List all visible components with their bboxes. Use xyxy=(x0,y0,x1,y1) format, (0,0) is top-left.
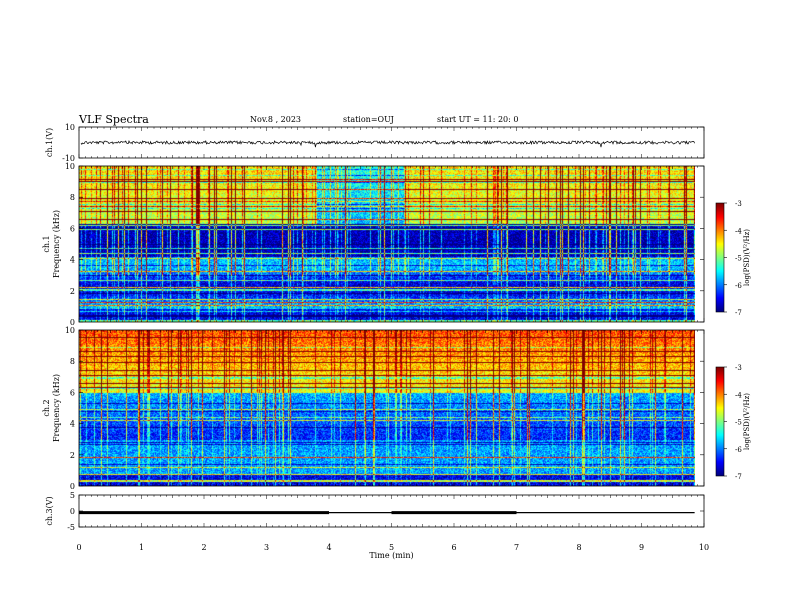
ch1-ylabel: ch.1(V) xyxy=(45,128,54,157)
y-tick-label: 2 xyxy=(70,451,75,460)
colorbar-label: log(PSD)(V²/Hz) xyxy=(743,393,751,450)
colorbar-tick-label: -3 xyxy=(735,364,742,372)
y-tick-label: 0 xyxy=(70,507,75,516)
colorbar-tick-label: -5 xyxy=(735,419,742,427)
y-tick-label: 0 xyxy=(70,318,75,327)
x-axis-label: Time (min) xyxy=(369,551,413,560)
y-tick-label: 0 xyxy=(70,482,75,491)
x-tick-label: 5 xyxy=(389,543,394,552)
figure-title: VLF Spectra xyxy=(79,113,149,126)
colorbar-label: log(PSD)(V²/Hz) xyxy=(743,229,751,286)
x-tick-label: 2 xyxy=(201,543,206,552)
ch3-ylabel: ch.3(V) xyxy=(45,496,54,525)
x-tick-label: 1 xyxy=(139,543,144,552)
x-tick-label: 7 xyxy=(514,543,519,552)
x-tick-label: 4 xyxy=(326,543,331,552)
y-tick-label: 10 xyxy=(65,162,75,171)
y-tick-label: -10 xyxy=(62,154,75,163)
y-tick-label: 6 xyxy=(70,224,75,233)
x-tick-label: 9 xyxy=(639,543,644,552)
colorbar-tick-label: -6 xyxy=(735,446,742,454)
y-tick-label: 10 xyxy=(65,123,75,132)
ch1-spectrogram-ylabel-frequency: Frequency (kHz) xyxy=(52,210,61,278)
y-tick-label: -5 xyxy=(67,523,75,532)
x-tick-label: 0 xyxy=(76,543,81,552)
colorbar-tick-label: -4 xyxy=(735,391,742,399)
observation-date: Nov.8 , 2023 xyxy=(250,115,302,124)
y-tick-label: 10 xyxy=(65,326,75,335)
colorbar-tick-label: -3 xyxy=(735,200,742,208)
ch2-spectrogram-ylabel-frequency: Frequency (kHz) xyxy=(52,374,61,442)
y-tick-label: 6 xyxy=(70,388,75,397)
x-tick-label: 10 xyxy=(699,543,709,552)
colorbar-tick-label: -5 xyxy=(735,255,742,263)
colorbar-1 xyxy=(716,203,724,312)
y-tick-label: 5 xyxy=(70,491,75,500)
station-label: station=OUJ xyxy=(343,115,394,124)
x-tick-label: 6 xyxy=(451,543,456,552)
y-tick-label: 8 xyxy=(70,357,75,366)
ch2-spectrogram-ylabel-channel: ch.2 xyxy=(42,399,51,416)
ch1-spectrogram-image xyxy=(79,166,695,322)
x-tick-label: 3 xyxy=(264,543,269,552)
ch1-spectrogram-ylabel-channel: ch.1 xyxy=(42,235,51,252)
y-tick-label: 8 xyxy=(70,193,75,202)
y-tick-label: 2 xyxy=(70,287,75,296)
colorbar-tick-label: -7 xyxy=(735,473,742,481)
ch3-signal-frame xyxy=(78,494,705,528)
colorbar-tick-label: -4 xyxy=(735,227,742,235)
ch1-waveform-trace xyxy=(80,139,695,148)
colorbar-tick-label: -6 xyxy=(735,282,742,290)
start-time-label: start UT = 11: 20: 0 xyxy=(437,115,519,124)
x-tick-label: 8 xyxy=(576,543,581,552)
y-tick-label: 4 xyxy=(70,256,75,265)
colorbar-tick-label: -7 xyxy=(735,309,742,317)
colorbar-2 xyxy=(716,367,724,476)
y-tick-label: 4 xyxy=(70,420,75,429)
ch2-spectrogram-image xyxy=(79,330,695,486)
